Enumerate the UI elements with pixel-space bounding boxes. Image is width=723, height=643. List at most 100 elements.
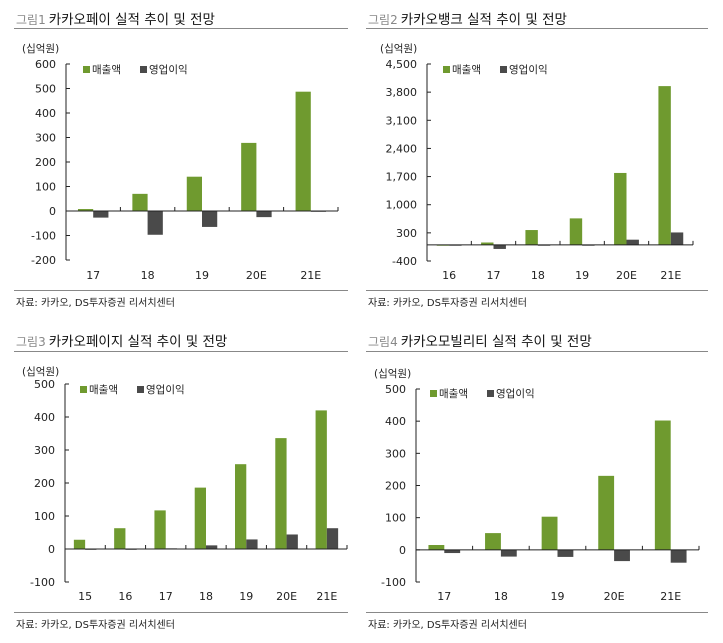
x-tick-label: 19 bbox=[239, 590, 253, 603]
y-tick-label: 400 bbox=[35, 107, 56, 120]
legend-label: 매출액 bbox=[452, 64, 481, 76]
y-tick-label: 200 bbox=[35, 156, 56, 169]
x-tick-label: 15 bbox=[78, 590, 92, 603]
chart-title-text: 카카오페이 실적 추이 및 전망 bbox=[48, 12, 215, 28]
bar-revenue bbox=[114, 528, 126, 549]
bar-chart: -100 0 100 200 300 400 500 15 16 17 18 19 20E 21E 매출액 영… bbox=[30, 378, 348, 603]
y-tick-label: -100 bbox=[30, 576, 55, 589]
y-tick-label: 4,500 bbox=[386, 58, 418, 71]
bar-operating-profit bbox=[93, 211, 109, 218]
x-tick-label: 18 bbox=[199, 590, 213, 603]
legend-swatch-revenue bbox=[443, 66, 450, 73]
bar-operating-profit bbox=[557, 549, 574, 557]
chart-panel-kakaopay: 그림1 카카오페이 실적 추이 및 전망 (십억원) -200 -100 0 100 20… bbox=[0, 0, 360, 322]
y-tick-label: 400 bbox=[34, 411, 55, 424]
x-tick-label: 20E bbox=[246, 269, 267, 282]
bar-revenue bbox=[77, 209, 94, 211]
x-tick-label: 17 bbox=[437, 590, 451, 603]
x-tick-label: 18 bbox=[531, 269, 545, 282]
source-divider bbox=[366, 290, 708, 291]
y-tick-label: 100 bbox=[35, 181, 56, 194]
bar-operating-profit bbox=[286, 534, 298, 549]
y-tick-label: 0 bbox=[48, 543, 55, 556]
source-divider bbox=[366, 612, 708, 613]
source-note: 자료: 카카오, DS투자증권 리서치센터 bbox=[368, 298, 527, 309]
bar-revenue bbox=[132, 193, 148, 211]
source-note: 자료: 카카오, DS투자증권 리서치센터 bbox=[368, 620, 527, 631]
x-tick-label: 18 bbox=[141, 269, 155, 282]
unit-label: (십억원) bbox=[22, 366, 60, 378]
legend-label: 영업이익 bbox=[149, 63, 188, 76]
unit-label: (십억원) bbox=[380, 43, 418, 55]
bar-revenue bbox=[194, 487, 206, 549]
unit-label: (십억원) bbox=[22, 43, 60, 55]
bar-revenue bbox=[154, 510, 166, 549]
bar-operating-profit bbox=[500, 549, 517, 557]
legend-swatch-operating-profit bbox=[137, 386, 144, 393]
bar-operating-profit bbox=[206, 545, 218, 549]
y-tick-label: 300 bbox=[396, 227, 417, 240]
y-tick-label: -400 bbox=[392, 255, 417, 268]
y-tick-label: 500 bbox=[35, 83, 56, 96]
y-tick-label: -200 bbox=[31, 254, 56, 267]
bar-revenue bbox=[275, 438, 287, 549]
y-tick-label: 600 bbox=[35, 58, 56, 71]
source-divider bbox=[14, 612, 348, 613]
figure-label: 그림1 bbox=[16, 13, 46, 27]
chart-title: 그림4 카카오모빌리티 실적 추이 및 전망 bbox=[368, 330, 592, 350]
title-divider bbox=[14, 351, 348, 352]
legend-swatch-revenue bbox=[83, 66, 90, 73]
y-tick-label: 3,100 bbox=[386, 114, 418, 127]
legend-swatch-revenue bbox=[430, 390, 437, 397]
legend-label: 매출액 bbox=[439, 388, 468, 400]
chart-title-text: 카카오모빌리티 실적 추이 및 전망 bbox=[400, 334, 592, 350]
x-tick-label: 17 bbox=[487, 269, 501, 282]
x-tick-label: 21E bbox=[660, 269, 681, 282]
x-tick-label: 19 bbox=[551, 590, 565, 603]
figure-label: 그림3 bbox=[16, 335, 46, 349]
y-tick-label: 100 bbox=[385, 512, 406, 525]
source-note: 자료: 카카오, DS투자증권 리서치센터 bbox=[16, 298, 175, 309]
y-tick-label: 300 bbox=[35, 132, 56, 145]
bar-operating-profit bbox=[626, 239, 639, 245]
x-tick-label: 17 bbox=[86, 269, 100, 282]
chart-title: 그림2 카카오뱅크 실적 추이 및 전망 bbox=[368, 8, 567, 28]
bar-operating-profit bbox=[614, 549, 630, 562]
y-tick-label: 1,000 bbox=[386, 199, 418, 212]
y-tick-label: 1,700 bbox=[386, 171, 418, 184]
x-tick-label: 16 bbox=[118, 590, 132, 603]
y-tick-label: -100 bbox=[381, 576, 406, 589]
y-tick-label: 0 bbox=[49, 205, 56, 218]
bar-revenue bbox=[73, 539, 86, 549]
bar-revenue bbox=[658, 86, 671, 245]
y-tick-label: 0 bbox=[399, 544, 406, 557]
y-tick-label: 200 bbox=[385, 480, 406, 493]
chart-panel-kakaopage: 그림3 카카오페이지 실적 추이 및 전망 (십억원) -100 0 100 200 30… bbox=[0, 320, 360, 642]
bar-revenue bbox=[315, 410, 327, 549]
source-divider bbox=[14, 290, 348, 291]
bar-revenue bbox=[235, 464, 247, 549]
y-tick-label: 500 bbox=[385, 383, 406, 396]
bar-revenue bbox=[295, 91, 311, 211]
legend-swatch-operating-profit bbox=[140, 66, 147, 73]
x-tick-label: 18 bbox=[494, 590, 508, 603]
bar-operating-profit bbox=[202, 211, 218, 227]
bar-revenue bbox=[241, 142, 257, 211]
y-tick-label: 200 bbox=[34, 477, 55, 490]
figure-label: 그림2 bbox=[368, 13, 398, 27]
legend-label: 영업이익 bbox=[509, 63, 548, 76]
legend-label: 매출액 bbox=[92, 64, 121, 76]
bar-revenue bbox=[481, 242, 494, 245]
y-tick-label: 100 bbox=[34, 510, 55, 523]
y-tick-label: 2,400 bbox=[386, 142, 418, 155]
bar-revenue bbox=[428, 545, 445, 550]
y-tick-label: 500 bbox=[34, 378, 55, 391]
x-tick-label: 19 bbox=[575, 269, 589, 282]
chart-title: 그림3 카카오페이지 실적 추이 및 전망 bbox=[16, 330, 227, 350]
bar-operating-profit bbox=[444, 549, 461, 554]
legend-swatch-operating-profit bbox=[487, 390, 494, 397]
y-tick-label: 300 bbox=[385, 447, 406, 460]
bar-revenue bbox=[186, 176, 202, 211]
bar-operating-profit bbox=[147, 211, 163, 235]
